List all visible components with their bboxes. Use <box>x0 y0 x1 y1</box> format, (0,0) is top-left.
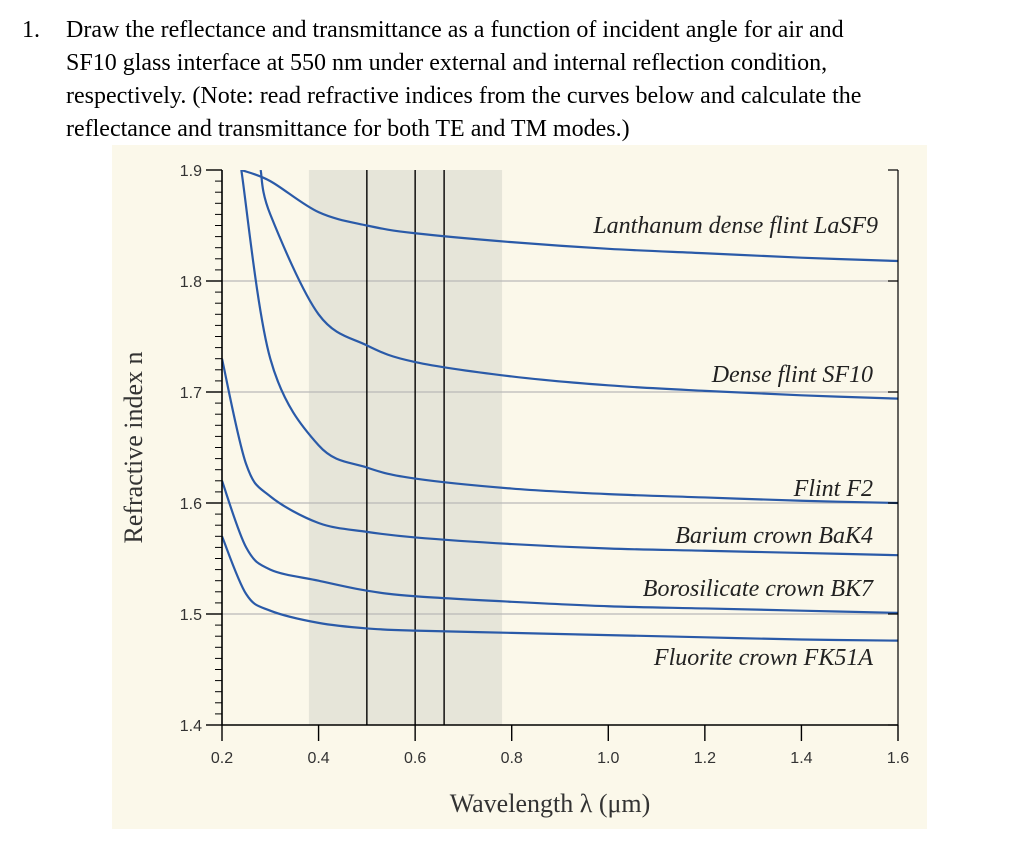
y-tick-label: 1.6 <box>180 496 202 513</box>
curve-label: Borosilicate crown BK7 <box>643 576 874 602</box>
x-tick-label: 0.4 <box>307 750 329 767</box>
y-tick-label: 1.5 <box>180 607 202 624</box>
y-tick-label: 1.9 <box>180 163 202 180</box>
y-tick-label: 1.4 <box>180 718 202 735</box>
y-axis-title: Refractive index n <box>119 351 148 543</box>
plot-background <box>112 145 927 829</box>
series-line <box>240 170 898 505</box>
question-line: respectively. (Note: read refractive ind… <box>66 83 862 109</box>
visible-band <box>308 170 503 725</box>
x-tick-label: 0.2 <box>211 750 233 767</box>
curve-label: Lanthanum dense flint LaSF9 <box>592 213 878 239</box>
x-tick-label: 1.6 <box>887 750 909 767</box>
series-line <box>222 480 898 614</box>
question-line: reflectance and transmittance for both T… <box>66 116 630 142</box>
x-axis-title: Wavelength λ (μm) <box>450 789 651 818</box>
question-text: Draw the reflectance and transmittance a… <box>66 14 1006 146</box>
x-tick-label: 0.6 <box>404 750 426 767</box>
x-tick-label: 1.0 <box>597 750 619 767</box>
curve-label: Fluorite crown FK51A <box>653 645 873 671</box>
question-line: Draw the reflectance and transmittance a… <box>66 17 844 43</box>
series-line <box>222 535 898 642</box>
x-tick-label: 1.2 <box>694 750 716 767</box>
curve-label: Barium crown BaK4 <box>675 523 873 549</box>
y-tick-label: 1.7 <box>180 385 202 402</box>
series-line <box>222 358 898 557</box>
question-number: 1. <box>22 17 40 43</box>
series-line <box>240 170 898 263</box>
y-tick-label: 1.8 <box>180 274 202 291</box>
curve-label: Flint F2 <box>793 476 873 502</box>
question-line: SF10 glass interface at 550 nm under ext… <box>66 50 828 76</box>
x-tick-label: 1.4 <box>790 750 812 767</box>
curve-label: Dense flint SF10 <box>711 362 873 388</box>
series-line <box>259 170 898 400</box>
x-tick-label: 0.8 <box>501 750 523 767</box>
